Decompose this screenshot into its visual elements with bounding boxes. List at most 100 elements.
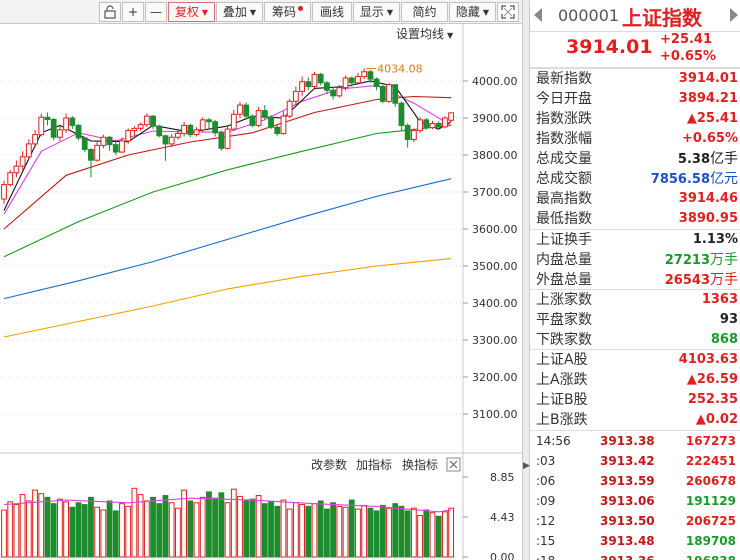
lock-icon	[104, 5, 116, 19]
candlestick-chart[interactable]: 设置均线 ▼ 4000.00 3900.00 3800.00 3700.00 3600.0…	[0, 24, 522, 454]
zoom-in-button[interactable]: +	[122, 2, 144, 22]
quote-row: 总成交额 7856.58亿元	[530, 169, 740, 189]
candle	[187, 123, 194, 138]
candle	[435, 120, 442, 130]
quote-unit: 万手	[710, 272, 738, 288]
ma20-line	[3, 95, 452, 230]
candle	[230, 109, 237, 131]
volume-bar	[398, 505, 405, 558]
volume-bar	[206, 491, 212, 558]
switch-indicator-button[interactable]: 换指标	[402, 457, 438, 472]
quote-row: 平盘家数 93	[530, 310, 740, 330]
quote-value: +0.65%	[682, 129, 738, 149]
quote-row: 上A涨跌 ▲26.59	[530, 370, 740, 390]
change-params-button[interactable]: 改参数	[311, 457, 347, 472]
tick-price: 3913.48	[600, 534, 655, 548]
volume-bar	[417, 514, 423, 558]
collapse-arrow-icon[interactable]: ▶	[523, 461, 530, 471]
quote-number: 26543	[664, 273, 710, 288]
candle	[75, 123, 82, 141]
candle	[218, 130, 225, 151]
draw-line-button[interactable]: 画线	[312, 2, 352, 22]
tick-time: 14:56	[536, 434, 571, 448]
candle	[119, 137, 125, 154]
volume-bar	[373, 510, 380, 558]
tick-volume: 167273	[685, 434, 736, 448]
candle	[429, 120, 436, 130]
candle	[88, 148, 94, 178]
quote-row: 最低指数 3890.95	[530, 209, 740, 229]
candle	[292, 86, 299, 106]
adjust-price-dropdown[interactable]: 复权 ▼	[168, 2, 215, 22]
quote-label: 最新指数	[536, 71, 592, 87]
prev-stock-icon[interactable]	[534, 8, 542, 22]
panel-divider[interactable]	[522, 0, 530, 560]
quote-value: 26543万手	[665, 270, 738, 291]
chevron-down-icon: ▼	[201, 7, 209, 17]
volume-bar	[56, 498, 63, 558]
price-tick-label: 3900.00	[472, 112, 518, 125]
simple-mode-button[interactable]: 简约	[401, 2, 448, 22]
tick-row: :06 3913.59 260678	[530, 471, 740, 491]
candle	[112, 139, 119, 155]
volume-bar	[150, 496, 156, 558]
candle	[7, 169, 14, 187]
zoom-out-button[interactable]: —	[145, 2, 167, 22]
tick-volume: 206725	[685, 514, 736, 528]
quote-value: 1363	[702, 290, 738, 310]
volume-bar	[25, 500, 32, 558]
candle	[25, 139, 32, 160]
ma60-line	[3, 124, 452, 258]
volume-bar	[38, 493, 45, 558]
volume-bar	[88, 496, 94, 558]
fullscreen-button[interactable]	[497, 2, 519, 22]
volume-bar	[143, 500, 150, 558]
volume-bar	[125, 505, 132, 558]
candle	[398, 101, 405, 131]
volume-bars	[1, 487, 455, 558]
candle	[38, 113, 45, 137]
close-icon[interactable]	[446, 457, 461, 472]
hide-dropdown[interactable]: 隐藏 ▼	[449, 2, 496, 22]
quote-label: 下跌家数	[536, 332, 592, 348]
tick-price: 3913.36	[600, 551, 655, 560]
candle	[342, 75, 349, 91]
volume-bar	[193, 502, 200, 558]
stock-name: 上证指数	[622, 6, 702, 30]
volume-bar	[410, 507, 417, 558]
volume-bar	[168, 502, 175, 558]
overlay-dropdown[interactable]: 叠加 ▼	[216, 2, 263, 22]
candle	[237, 101, 243, 118]
tick-time: :12	[536, 514, 556, 528]
quote-value: 27213万手	[665, 250, 738, 271]
volume-bar	[162, 495, 169, 558]
price-summary: 3914.01 +25.41 +0.65%	[530, 32, 740, 68]
price-change-percent: +0.65%	[660, 49, 716, 64]
lock-toggle-button[interactable]	[99, 2, 121, 22]
next-stock-icon[interactable]	[730, 8, 738, 22]
tick-price: 3913.42	[600, 454, 655, 468]
ma-settings-button[interactable]: 设置均线 ▼	[396, 27, 454, 41]
quote-unit: 亿手	[710, 151, 738, 167]
price-tick-label: 3200.00	[472, 371, 518, 384]
volume-tick-label: 4.43	[490, 511, 515, 524]
volume-chart[interactable]: 改参数 加指标 换指标 8.85 4.43 0.00	[0, 453, 522, 560]
candle	[348, 76, 355, 87]
chips-label: 筹码	[271, 5, 296, 19]
panel-header: 000001 上证指数	[530, 0, 740, 32]
quote-label: 上A涨跌	[536, 372, 588, 388]
quote-row: 上证B股 252.35	[530, 390, 740, 410]
volume-bar	[13, 504, 20, 558]
quote-value: 1.13%	[693, 230, 738, 250]
hide-label: 隐藏	[455, 5, 480, 19]
volume-bar	[423, 509, 430, 558]
candle	[311, 71, 318, 89]
candle	[224, 126, 231, 150]
add-indicator-button[interactable]: 加指标	[356, 457, 392, 472]
chips-button[interactable]: 筹码	[264, 2, 311, 22]
volume-bar	[261, 503, 268, 558]
volume-bar	[19, 494, 26, 558]
display-dropdown[interactable]: 显示 ▼	[353, 2, 400, 22]
candle	[206, 118, 212, 130]
quote-number: +0.65%	[682, 131, 738, 146]
